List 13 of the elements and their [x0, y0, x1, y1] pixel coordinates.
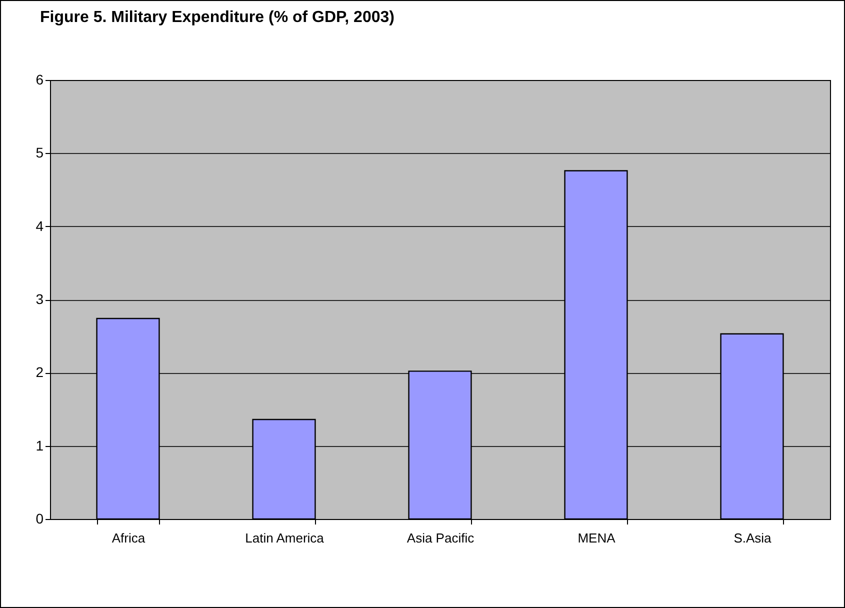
x-tick-label: Latin America — [245, 530, 325, 546]
y-tick-label: 4 — [36, 218, 44, 234]
y-tick-label: 6 — [36, 72, 44, 88]
x-tick-label: Asia Pacific — [406, 530, 475, 546]
x-tick-label: MENA — [578, 530, 616, 546]
y-tick-label: 3 — [36, 291, 44, 307]
y-tick-label: 1 — [36, 437, 44, 454]
y-tick-label: 0 — [36, 510, 44, 526]
x-tick-label: Africa — [112, 530, 146, 546]
y-tick-label: 5 — [36, 144, 44, 161]
chart-title: Figure 5. Military Expenditure (% of GDP, 2003) — [40, 9, 394, 26]
x-tick-label: S.Asia — [734, 530, 772, 546]
y-tick-label: 2 — [36, 364, 44, 380]
